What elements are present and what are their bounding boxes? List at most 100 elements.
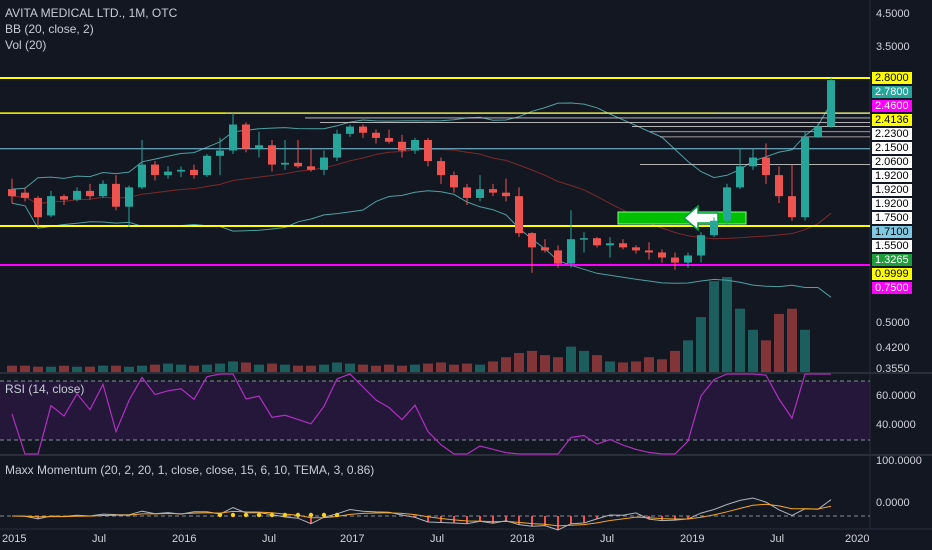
- candle: [736, 148, 744, 190]
- candle-body: [788, 196, 796, 218]
- volume-bar: [319, 364, 329, 372]
- price-tag: 2.2300: [872, 128, 912, 140]
- candle-body: [385, 137, 393, 142]
- candle-body: [541, 247, 549, 251]
- volume-bar: [774, 313, 784, 372]
- rsi-indicator-label[interactable]: RSI (14, close): [5, 382, 85, 396]
- candle: [99, 180, 107, 198]
- volume-bar: [410, 364, 420, 372]
- candle-body: [411, 140, 419, 151]
- candle: [164, 166, 172, 179]
- candle-body: [34, 197, 42, 218]
- maxx-signal-dot: [230, 512, 236, 518]
- price-tag: 0.9999: [872, 268, 912, 280]
- price-axis-tick: 0.5000: [876, 317, 910, 329]
- candle: [307, 148, 315, 172]
- candle-body: [515, 196, 523, 234]
- volume-bar: [358, 364, 368, 372]
- time-axis-tick: Jul: [430, 533, 445, 545]
- candle: [437, 157, 445, 184]
- candle-body: [450, 175, 458, 188]
- volume-bar: [462, 363, 472, 372]
- candle-body: [268, 145, 276, 165]
- maxx-signal-dot: [334, 512, 340, 518]
- volume-bar: [202, 364, 212, 372]
- candle-body: [333, 133, 341, 158]
- candle: [801, 131, 809, 221]
- maxx-momentum-indicator-label[interactable]: Maxx Momentum (20, 2, 20, 1, close, clos…: [5, 463, 375, 477]
- maxx-momentum-line: [11, 497, 832, 531]
- candle: [320, 150, 328, 176]
- candle-body: [567, 239, 575, 264]
- candle-body: [86, 190, 94, 197]
- volume-bar: [436, 362, 446, 372]
- candle-body: [476, 189, 484, 198]
- candle-body: [463, 187, 471, 198]
- candle: [398, 134, 406, 158]
- price-tag: 2.4136: [872, 114, 912, 126]
- volume-bar: [735, 308, 745, 372]
- candle: [216, 137, 224, 176]
- price-axis-tick: 0.4200: [876, 342, 910, 354]
- candle-body: [658, 252, 666, 258]
- candle: [112, 175, 120, 211]
- candle-body: [762, 157, 770, 176]
- candle: [385, 129, 393, 144]
- volume-bar: [449, 364, 459, 372]
- volume-bar: [722, 277, 732, 372]
- candle-body: [8, 189, 16, 197]
- candle: [749, 148, 757, 170]
- volume-bar: [345, 363, 355, 372]
- volume-bar: [306, 365, 316, 372]
- candle-body: [502, 192, 510, 197]
- time-axis-tick: 2020: [845, 533, 870, 545]
- volume-bar: [72, 366, 82, 372]
- candle: [268, 140, 276, 172]
- volume-bar: [150, 364, 160, 372]
- candle-body: [242, 124, 250, 149]
- candle: [34, 196, 42, 226]
- candle: [632, 245, 640, 254]
- candle-body: [619, 243, 627, 248]
- candle: [788, 164, 796, 221]
- volume-bar: [540, 355, 550, 372]
- volume-bar: [46, 366, 56, 372]
- price-axis-tick: 4.5000: [876, 8, 910, 20]
- candle-body: [372, 132, 380, 138]
- candle-body: [359, 126, 367, 133]
- symbol-title: AVITA MEDICAL LTD., 1M, OTC: [5, 6, 178, 20]
- volume-bar: [215, 363, 225, 372]
- volume-bar: [787, 308, 797, 372]
- candle-body: [827, 80, 835, 127]
- candle-body: [775, 175, 783, 197]
- price-tag: 1.5500: [872, 240, 912, 252]
- volume-bar: [592, 355, 602, 372]
- candle-body: [177, 169, 185, 172]
- volume-bar: [7, 365, 17, 372]
- candle: [372, 129, 380, 144]
- candle: [47, 190, 55, 218]
- bb-indicator-label[interactable]: BB (20, close, 2): [5, 22, 94, 36]
- volume-indicator-label[interactable]: Vol (20): [5, 38, 47, 52]
- volume-bar: [189, 365, 199, 372]
- candle: [710, 217, 718, 238]
- candle-body: [21, 192, 29, 198]
- candle-body: [606, 243, 614, 246]
- candle: [489, 183, 497, 197]
- maxx-signal-dot: [217, 512, 223, 518]
- candle: [723, 183, 731, 225]
- candle: [333, 129, 341, 162]
- candle: [242, 122, 250, 153]
- price-tag: 0.7500: [872, 282, 912, 294]
- volume-bar: [618, 362, 628, 372]
- candle: [203, 154, 211, 177]
- candle-body: [229, 124, 237, 151]
- volume-bar: [293, 365, 303, 372]
- volume-bar: [566, 346, 576, 372]
- candle-body: [593, 238, 601, 246]
- candle: [619, 239, 627, 250]
- candle-body: [528, 233, 536, 248]
- candle: [658, 249, 666, 263]
- volume-bar: [280, 364, 290, 372]
